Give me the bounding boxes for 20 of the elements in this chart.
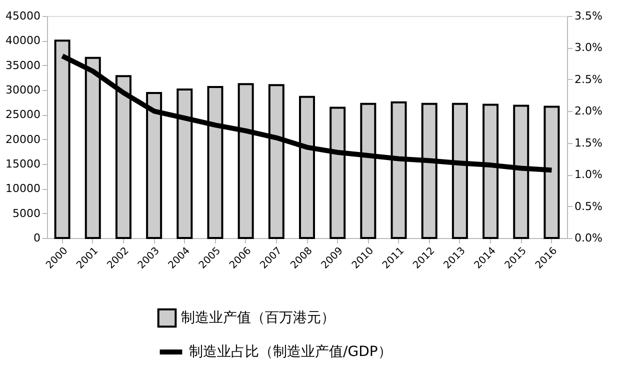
y-tick-label: 45000 [6,10,40,22]
y2-tick-label: 3.0% [574,41,602,54]
y-tick-label: 40000 [6,34,40,48]
y2-tick-label: 0.5% [574,200,602,213]
y2-tick-label: 0.0% [574,232,602,244]
legend-label: 制造业产值（百万港元） [181,310,335,326]
y-tick-label: 5000 [12,206,40,220]
y-tick-label: 15000 [6,158,40,170]
y-tick-label: 10000 [6,182,40,196]
y-tick-label: 0 [34,232,40,244]
y2-tick-label: 1.0% [574,168,602,182]
y-tick-label: 30000 [6,84,40,96]
legend-label: 制造业占比（制造业产值/GDP） [189,344,392,360]
y2-tick-label: 2.0% [574,104,602,118]
y-tick-label: 20000 [6,132,40,146]
y2-tick-label: 3.5% [574,10,602,22]
y-tick-label: 25000 [6,108,40,122]
y-tick-label: 35000 [6,58,40,72]
y2-tick-label: 1.5% [574,136,602,150]
y2-tick-label: 2.5% [574,72,602,86]
